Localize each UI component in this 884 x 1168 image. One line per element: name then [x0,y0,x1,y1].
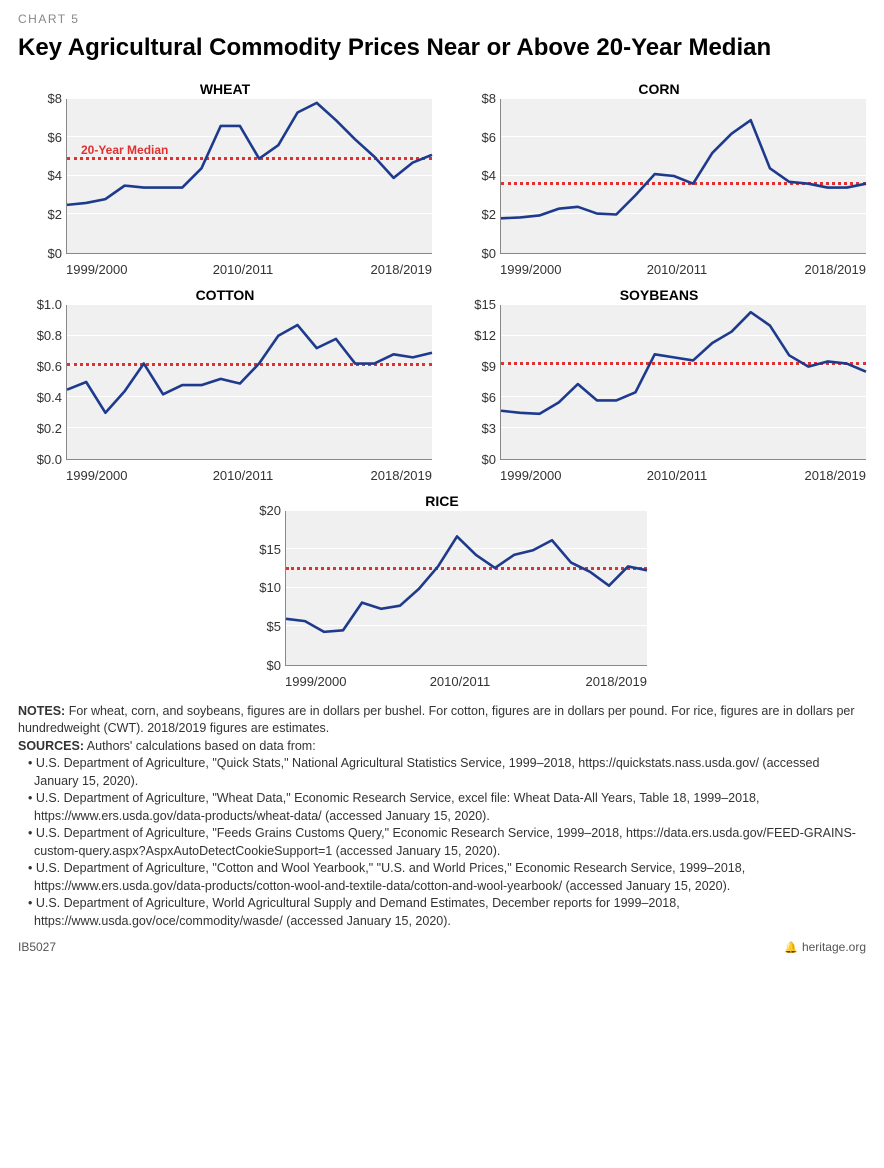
x-tick-label: 2010/2011 [213,262,274,277]
x-axis: 1999/2000 2010/2011 2018/2019 [66,262,432,277]
x-axis: 1999/2000 2010/2011 2018/2019 [66,468,432,483]
y-axis: $0$2$4$6$8 [18,99,66,254]
chart-panel-wheat: WHEAT $0$2$4$6$820-Year Median 1999/2000 20… [18,81,432,277]
x-tick-label: 1999/2000 [66,468,127,483]
source-item: • U.S. Department of Agriculture, World … [18,895,866,930]
x-tick-label: 2018/2019 [586,674,647,689]
x-tick-label: 1999/2000 [285,674,346,689]
main-title: Key Agricultural Commodity Prices Near o… [18,34,866,63]
series-line [286,511,647,665]
x-tick-label: 1999/2000 [500,468,561,483]
panel-title: RICE [237,493,647,509]
y-axis: $0$3$6$9$12$15 [452,305,500,460]
plot-area [285,511,647,666]
plot-area [66,305,432,460]
x-tick-label: 1999/2000 [66,262,127,277]
panel-title: WHEAT [18,81,432,97]
x-tick-label: 2010/2011 [647,468,708,483]
source-item: • U.S. Department of Agriculture, "Feeds… [18,825,866,860]
series-line [67,305,432,459]
series-line [501,305,866,459]
notes-section: NOTES: For wheat, corn, and soybeans, fi… [18,703,866,931]
plot-area: 20-Year Median [66,99,432,254]
chart-panel-soybeans: SOYBEANS $0$3$6$9$12$151999/2000 2010/2011… [452,287,866,483]
x-tick-label: 1999/2000 [500,262,561,277]
panel-title: CORN [452,81,866,97]
x-tick-label: 2018/2019 [371,262,432,277]
y-axis: $0.0$0.2$0.4$0.6$0.8$1.0 [18,305,66,460]
series-line [501,99,866,253]
source-item: • U.S. Department of Agriculture, "Cotto… [18,860,866,895]
x-tick-label: 2010/2011 [647,262,708,277]
panel-title: COTTON [18,287,432,303]
sources-label: SOURCES: [18,739,84,753]
x-tick-label: 2010/2011 [213,468,274,483]
x-tick-label: 2018/2019 [371,468,432,483]
footer-id: IB5027 [18,940,56,954]
footer-attribution: 🔔heritage.org [780,940,866,954]
chart-number-label: CHART 5 [18,12,866,26]
x-axis: 1999/2000 2010/2011 2018/2019 [285,674,647,689]
source-item: • U.S. Department of Agriculture, "Wheat… [18,790,866,825]
chart-panel-corn: CORN $0$2$4$6$81999/2000 2010/2011 2018/201… [452,81,866,277]
plot-area [500,99,866,254]
y-axis: $0$5$10$15$20 [237,511,285,666]
x-tick-label: 2010/2011 [430,674,491,689]
bell-icon: 🔔 [784,942,798,954]
x-axis: 1999/2000 2010/2011 2018/2019 [500,262,866,277]
x-axis: 1999/2000 2010/2011 2018/2019 [500,468,866,483]
footer: IB5027 🔔heritage.org [18,940,866,954]
charts-grid: WHEAT$0$2$4$6$820-Year Median1999/200020… [18,81,866,689]
chart-panel-rice: RICE $0$5$10$15$201999/2000 2010/2011 2018/… [18,493,866,689]
notes-label: NOTES: [18,704,65,718]
plot-area [500,305,866,460]
source-item: • U.S. Department of Agriculture, "Quick… [18,755,866,790]
chart-panel-cotton: COTTON $0.0$0.2$0.4$0.6$0.8$1.01999/2000 2… [18,287,432,483]
panel-title: SOYBEANS [452,287,866,303]
x-tick-label: 2018/2019 [805,262,866,277]
x-tick-label: 2018/2019 [805,468,866,483]
notes-text: For wheat, corn, and soybeans, figures a… [18,704,855,736]
sources-intro: Authors' calculations based on data from… [87,739,316,753]
y-axis: $0$2$4$6$8 [452,99,500,254]
series-line [67,99,432,253]
